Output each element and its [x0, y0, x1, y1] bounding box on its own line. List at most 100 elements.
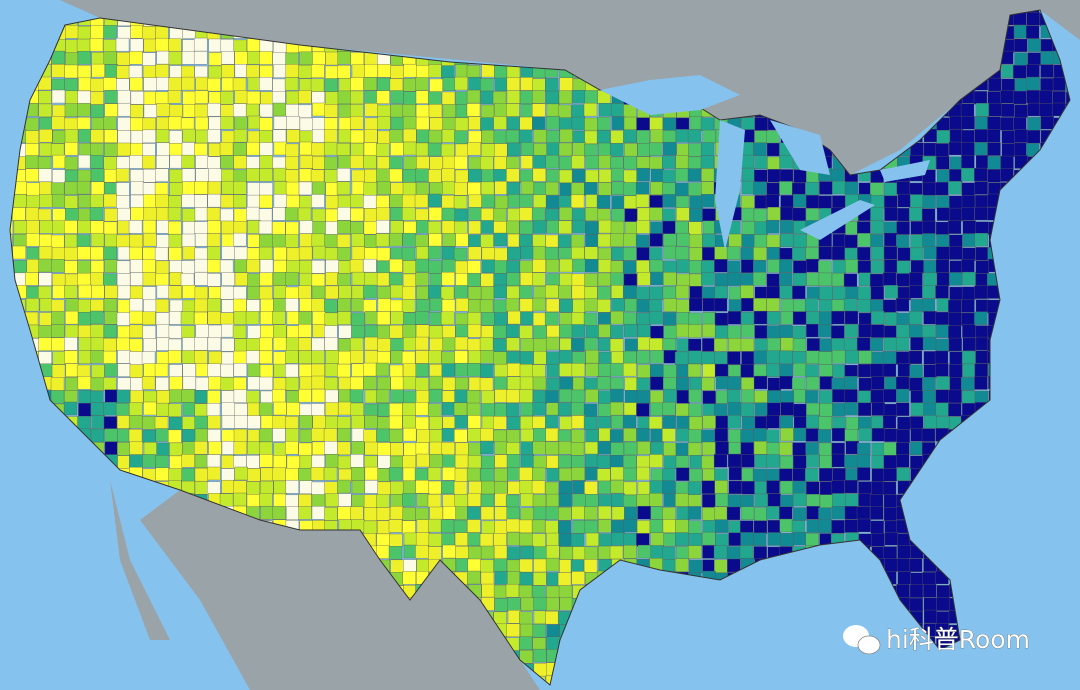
county: [364, 350, 378, 364]
county: [662, 141, 677, 156]
county: [233, 155, 247, 169]
county: [1000, 155, 1014, 170]
county: [273, 493, 287, 508]
county: [598, 219, 612, 234]
county: [299, 298, 313, 312]
county: [416, 246, 430, 260]
county: [442, 77, 457, 91]
county: [949, 129, 964, 143]
county: [273, 298, 287, 312]
county: [687, 481, 702, 495]
county: [494, 389, 508, 403]
county: [532, 297, 546, 312]
county: [169, 260, 183, 274]
county: [429, 429, 444, 443]
county: [116, 337, 130, 352]
county: [766, 363, 780, 377]
county: [754, 507, 768, 521]
county: [883, 455, 897, 469]
county: [741, 221, 756, 235]
county: [741, 259, 755, 273]
county: [466, 65, 481, 79]
county: [662, 519, 677, 533]
county: [416, 559, 430, 573]
county: [609, 455, 624, 469]
county: [896, 454, 910, 468]
county: [572, 351, 586, 365]
county: [611, 519, 625, 534]
county: [559, 416, 573, 430]
county: [194, 454, 209, 468]
county: [26, 259, 41, 273]
county: [597, 286, 611, 300]
county: [649, 310, 663, 325]
county: [883, 246, 898, 260]
county: [219, 259, 234, 274]
county: [337, 298, 351, 312]
county: [805, 181, 819, 196]
county: [129, 246, 143, 261]
county: [221, 351, 235, 366]
county: [570, 533, 585, 547]
county: [519, 194, 533, 208]
county: [233, 428, 248, 443]
county: [298, 246, 313, 261]
county: [258, 402, 273, 416]
county: [143, 91, 158, 105]
county: [415, 142, 430, 157]
county: [493, 208, 507, 222]
county: [662, 208, 676, 222]
county: [676, 364, 690, 378]
county: [961, 129, 975, 144]
county: [272, 91, 286, 105]
county: [156, 284, 171, 299]
county: [624, 390, 639, 404]
county: [611, 298, 625, 312]
county: [532, 155, 546, 169]
county: [246, 38, 261, 52]
county: [832, 493, 846, 507]
county: [156, 207, 170, 221]
county: [818, 519, 832, 534]
county: [701, 480, 716, 494]
county: [767, 206, 781, 221]
county: [882, 272, 897, 286]
county: [676, 323, 690, 338]
county: [962, 286, 976, 300]
county: [337, 273, 351, 287]
county: [961, 299, 975, 313]
county: [26, 286, 40, 300]
county: [194, 415, 208, 430]
county: [312, 51, 326, 66]
county: [922, 285, 936, 299]
county: [441, 363, 456, 377]
county: [65, 39, 79, 53]
county: [272, 221, 286, 235]
county: [194, 207, 209, 222]
county: [51, 64, 65, 78]
county: [856, 454, 871, 468]
county: [974, 390, 989, 405]
county: [792, 272, 807, 287]
county: [819, 286, 833, 300]
county: [64, 156, 79, 171]
county: [519, 298, 534, 312]
county: [687, 506, 702, 520]
county: [923, 597, 938, 611]
county: [403, 221, 417, 235]
county: [727, 325, 742, 339]
county: [311, 285, 326, 300]
county: [247, 402, 261, 417]
county: [168, 116, 182, 130]
county: [519, 116, 533, 131]
county: [765, 194, 780, 209]
county: [675, 129, 690, 143]
county: [246, 90, 261, 105]
county: [792, 285, 806, 300]
county: [780, 390, 794, 405]
county: [467, 260, 481, 274]
county: [740, 442, 754, 456]
county: [208, 65, 222, 80]
county: [285, 428, 299, 442]
county: [194, 350, 208, 364]
